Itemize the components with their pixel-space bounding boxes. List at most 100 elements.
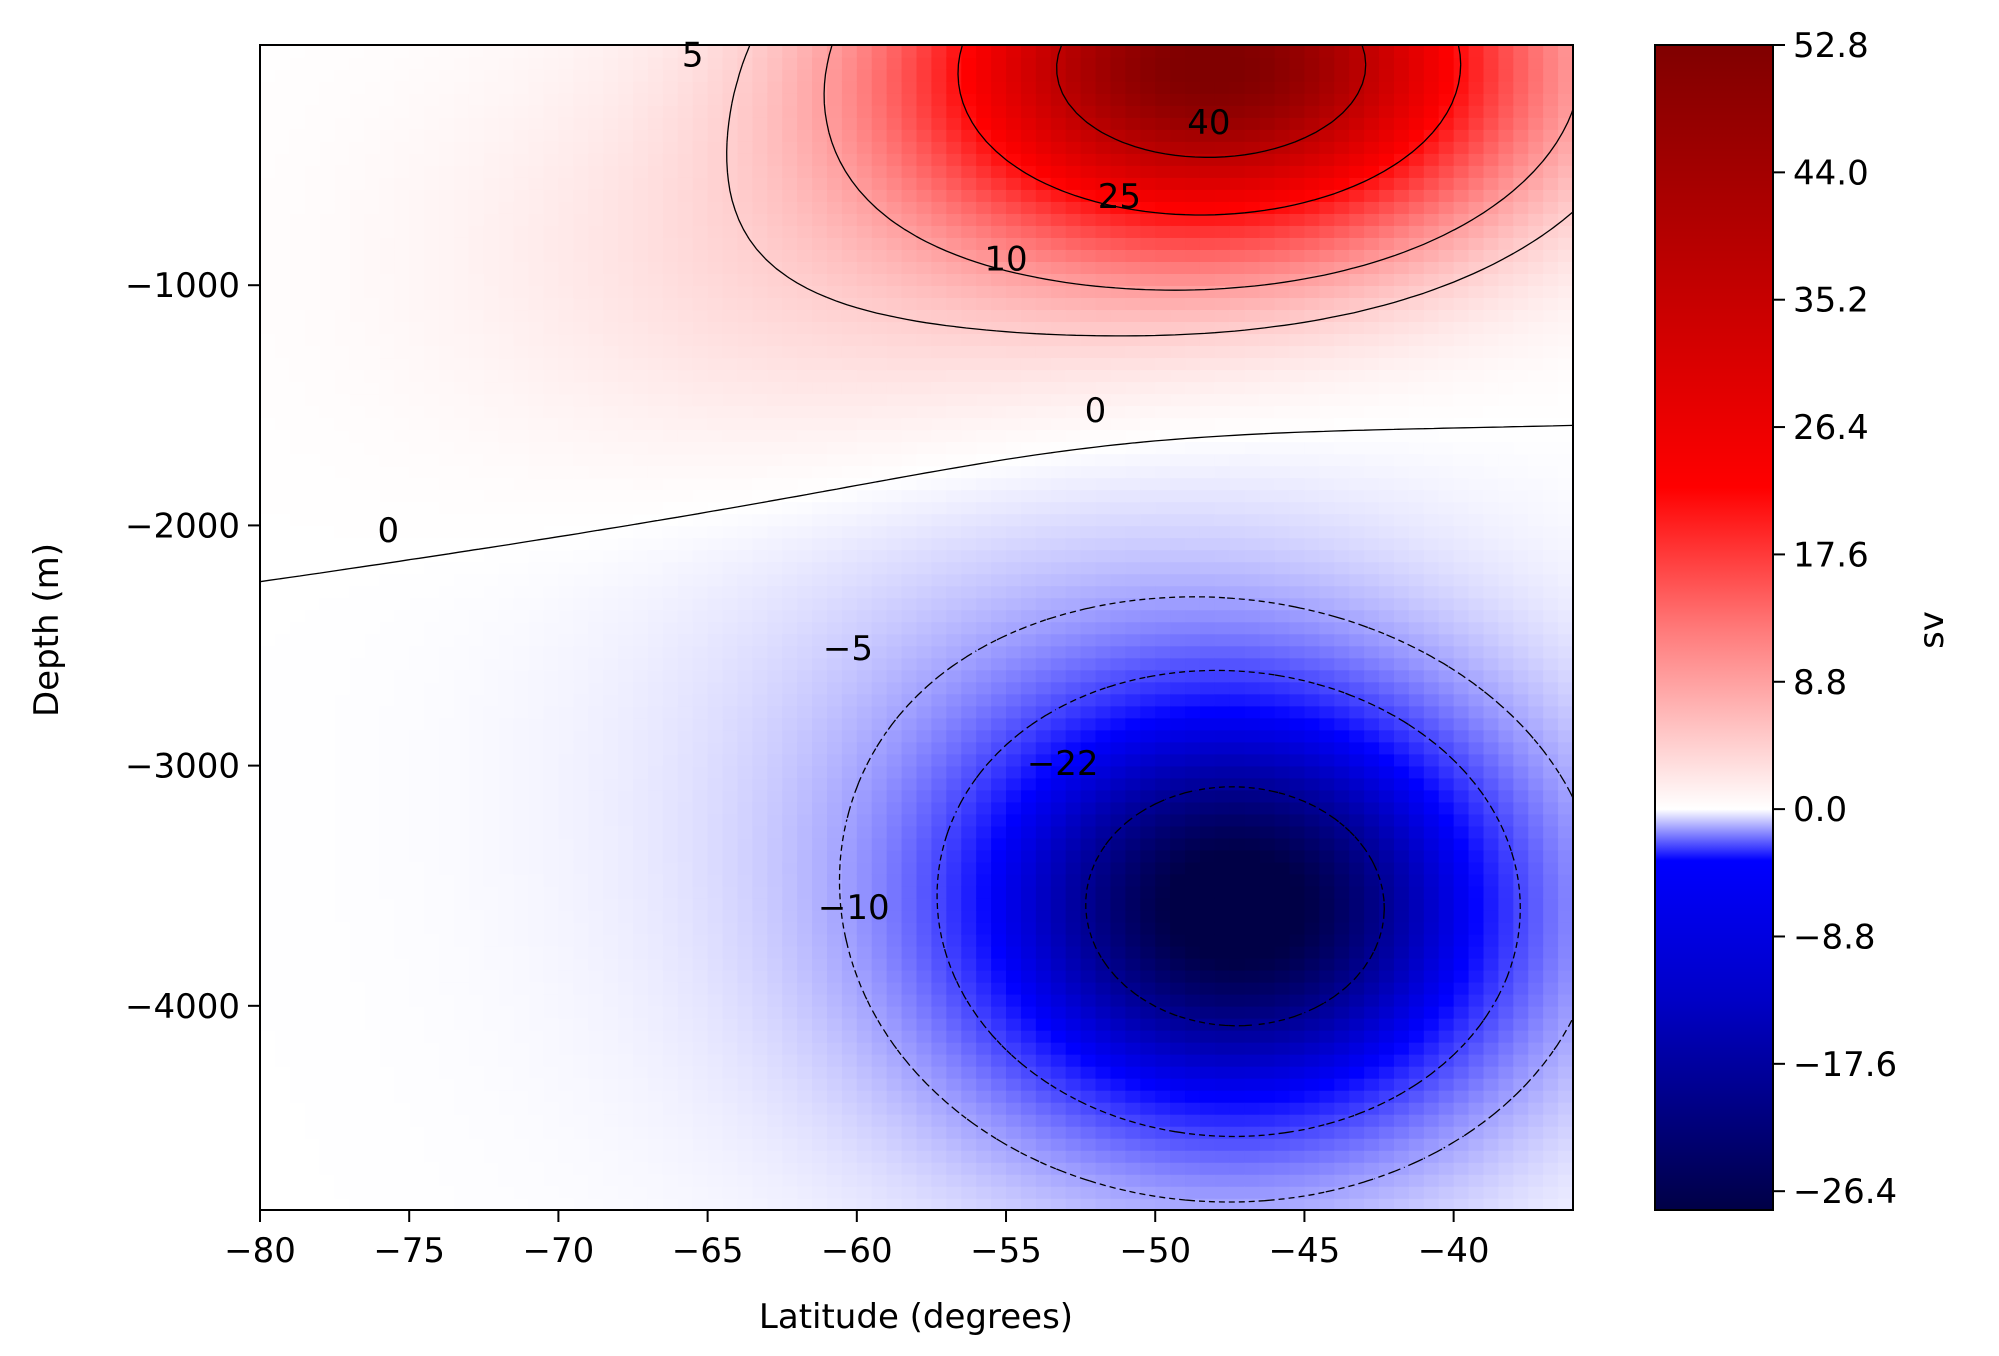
field-cell xyxy=(752,1101,769,1115)
field-cell xyxy=(826,1173,843,1187)
field-cell xyxy=(722,753,739,767)
field-cell xyxy=(364,765,381,779)
field-cell xyxy=(901,1161,918,1175)
field-cell xyxy=(618,333,634,347)
field-cell xyxy=(662,213,679,226)
field-cell xyxy=(274,741,291,755)
field-cell xyxy=(528,189,545,202)
field-cell xyxy=(677,621,694,635)
field-cell xyxy=(558,933,575,947)
field-cell xyxy=(841,381,858,395)
field-cell xyxy=(916,429,933,443)
field-cell xyxy=(752,201,769,214)
field-cell xyxy=(931,93,948,106)
field-cell xyxy=(453,249,470,262)
field-cell xyxy=(931,1077,948,1091)
field-cell xyxy=(528,285,545,299)
field-cell xyxy=(498,1173,515,1187)
field-cell xyxy=(976,957,992,971)
field-cell xyxy=(588,321,604,335)
field-cell xyxy=(961,261,977,274)
field-cell xyxy=(260,141,276,154)
field-cell xyxy=(871,1197,888,1210)
field-cell xyxy=(260,429,276,443)
field-cell xyxy=(588,1185,604,1199)
field-cell xyxy=(513,153,530,166)
field-cell xyxy=(364,525,381,539)
field-cell xyxy=(334,669,351,683)
field-cell xyxy=(513,585,530,599)
field-cell xyxy=(677,693,694,707)
field-cell xyxy=(1020,1161,1037,1175)
field-cell xyxy=(797,585,813,599)
field-cell xyxy=(871,393,888,407)
field-cell xyxy=(513,501,530,515)
field-cell xyxy=(931,681,948,695)
field-cell xyxy=(961,837,977,851)
field-cell xyxy=(737,69,754,82)
field-cell xyxy=(453,93,470,106)
field-cell xyxy=(946,1017,963,1031)
field-cell xyxy=(916,645,933,659)
field-cell xyxy=(812,105,828,118)
field-cell xyxy=(453,921,470,935)
field-cell xyxy=(1006,489,1022,503)
field-cell xyxy=(692,477,709,491)
field-cell xyxy=(439,357,455,371)
field-cell xyxy=(260,1197,276,1210)
field-cell xyxy=(677,45,694,58)
field-cell xyxy=(1006,849,1022,863)
field-cell xyxy=(871,1053,888,1067)
field-cell xyxy=(722,405,739,419)
field-cell xyxy=(588,477,604,491)
field-cell xyxy=(558,717,575,731)
field-cell xyxy=(260,261,276,274)
field-cell xyxy=(274,993,291,1007)
field-cell xyxy=(871,549,888,563)
field-cell xyxy=(260,489,276,503)
field-cell xyxy=(886,1017,903,1031)
field-cell xyxy=(692,237,709,250)
field-cell xyxy=(483,189,500,202)
field-cell xyxy=(618,645,634,659)
field-cell xyxy=(647,81,664,94)
field-cell xyxy=(1006,477,1022,491)
field-cell xyxy=(707,861,724,875)
field-cell xyxy=(364,777,381,791)
field-cell xyxy=(424,369,440,383)
field-cell xyxy=(662,297,679,311)
field-cell xyxy=(424,1137,440,1151)
field-cell xyxy=(767,1185,784,1199)
field-cell xyxy=(379,381,396,395)
field-cell xyxy=(871,621,888,635)
field-cell xyxy=(886,825,903,839)
field-cell xyxy=(334,621,351,635)
field-cell xyxy=(1006,777,1022,791)
field-cell xyxy=(289,309,306,323)
field-cell xyxy=(304,441,321,455)
field-cell xyxy=(782,333,798,347)
field-cell xyxy=(394,93,410,106)
field-cell xyxy=(1006,837,1022,851)
field-cell xyxy=(260,993,276,1007)
field-cell xyxy=(931,465,948,479)
field-cell xyxy=(886,309,903,323)
field-cell xyxy=(558,1053,575,1067)
field-cell xyxy=(528,1041,545,1055)
field-cell xyxy=(379,213,396,226)
field-cell xyxy=(707,57,724,70)
field-cell xyxy=(319,549,336,563)
field-cell xyxy=(752,561,769,575)
field-cell xyxy=(946,993,963,1007)
field-cell xyxy=(901,105,918,118)
field-cell xyxy=(453,45,470,58)
field-cell xyxy=(916,849,933,863)
field-cell xyxy=(394,441,410,455)
field-cell xyxy=(767,621,784,635)
field-cell xyxy=(752,165,769,178)
field-cell xyxy=(752,993,769,1007)
field-cell xyxy=(961,285,977,299)
field-cell xyxy=(647,249,664,262)
field-cell xyxy=(394,741,410,755)
field-cell xyxy=(1020,1137,1037,1151)
